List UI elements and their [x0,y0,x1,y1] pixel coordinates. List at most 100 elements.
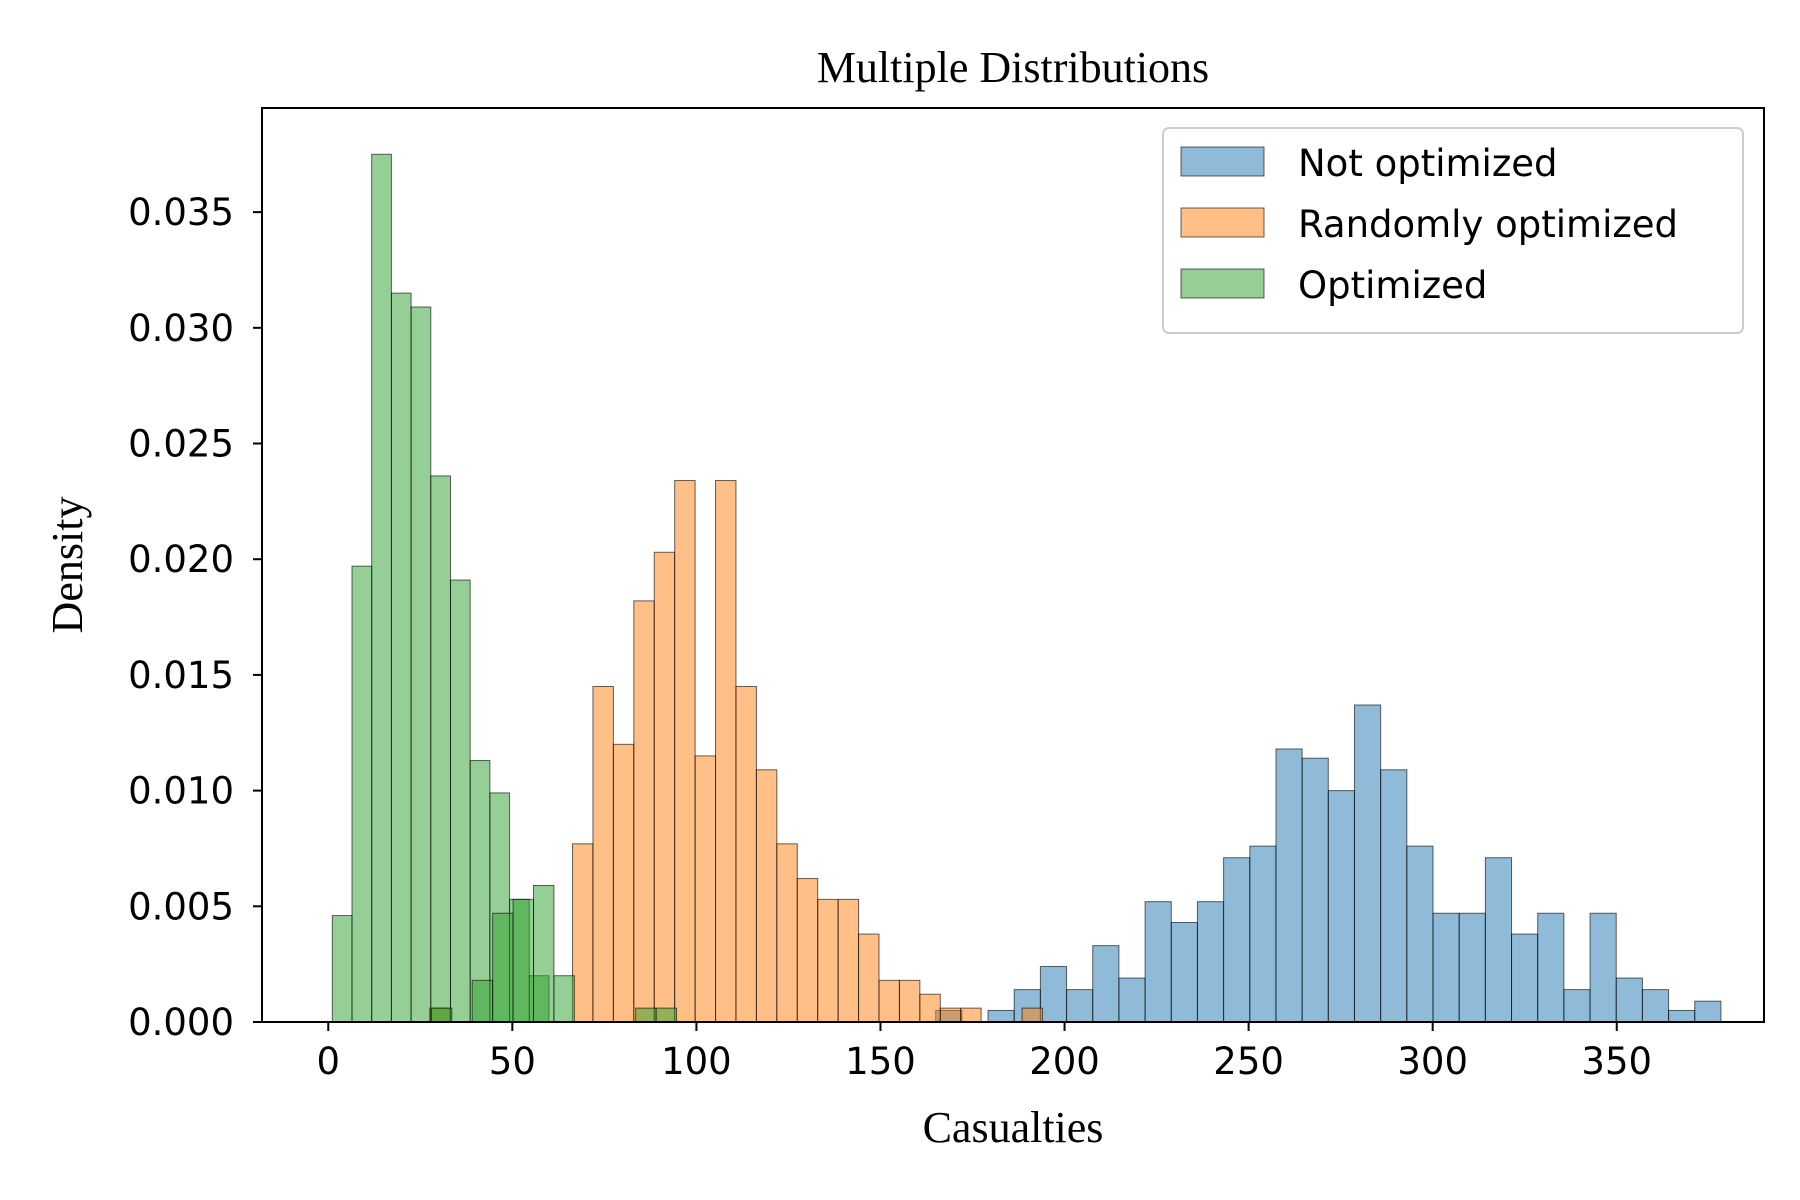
histogram-bar [960,1007,982,1023]
histogram-bar [430,475,451,1023]
histogram-bar [1170,922,1198,1023]
x-axis-label: Casualties [923,1103,1104,1152]
histogram-bar [1118,977,1146,1023]
histogram-bar [1484,857,1513,1023]
histogram-bar [674,480,696,1023]
histogram-bar [796,878,819,1023]
histogram-bar [1039,965,1068,1023]
histogram-bar [1275,748,1303,1023]
histogram-bar [939,1007,962,1023]
histogram-bar [837,898,860,1023]
histogram-bar [449,579,471,1023]
histogram-bar [776,843,798,1023]
y-tick-label: 0.010 [128,770,234,813]
histogram-bar [331,915,353,1023]
histogram-bar [1301,757,1329,1023]
histogram-bar [919,993,941,1023]
y-tick-label: 0.025 [128,423,234,466]
x-tick-label: 50 [489,1040,536,1083]
x-tick-label: 250 [1213,1040,1284,1083]
series-2-bars [331,153,550,1023]
legend-swatch [1180,207,1265,238]
histogram-bar [898,979,921,1023]
series-3-bars [430,884,678,1023]
histogram-bar [633,600,655,1023]
histogram-bar [572,843,594,1023]
legend: Not optimized Randomly optimized Optimized [1162,127,1744,334]
histogram-bar [987,1009,1015,1023]
legend-label: Randomly optimized [1298,203,1678,246]
histogram-bar [1432,912,1460,1023]
histogram-bar [1458,912,1486,1023]
histogram-bar [592,685,614,1023]
histogram-bar [655,1007,678,1023]
histogram-bar [1327,790,1355,1023]
histogram-bar [1196,901,1225,1023]
histogram-bar [1589,912,1617,1023]
bars-layer [331,153,1722,1023]
x-tick-label: 150 [845,1040,916,1083]
histogram-bar [1249,845,1277,1023]
legend-swatch [1180,146,1265,177]
histogram-bar [1380,769,1408,1023]
histogram-bar [1092,945,1120,1023]
y-tick-label: 0.030 [128,307,234,350]
histogram-bar [1406,845,1434,1023]
y-axis: 0.000 0.005 0.010 0.015 0.020 0.025 0.030 0.035 [128,191,262,1044]
histogram-bar [533,884,555,1023]
histogram-bar [635,1007,657,1023]
histogram-bar [492,912,514,1023]
series-0-bars [935,704,1722,1023]
histogram-bar [817,898,839,1023]
histogram-bar [694,755,717,1023]
x-tick-label: 100 [661,1040,732,1083]
histogram-bar [1668,1009,1696,1023]
x-tick-label: 200 [1029,1040,1100,1083]
y-tick-label: 0.035 [128,191,234,234]
y-tick-label: 0.020 [128,538,234,581]
legend-box [1162,127,1744,334]
x-tick-label: 0 [316,1040,340,1083]
histogram-bar [410,306,432,1023]
histogram-bar [1144,901,1172,1023]
histogram-bar [471,979,494,1023]
histogram-bar [653,551,676,1023]
y-tick-label: 0.005 [128,885,234,928]
chart-title: Multiple Distributions [817,43,1209,92]
histogram-bar [755,769,778,1023]
histogram-bar [735,685,757,1023]
histogram-bar [1511,933,1539,1023]
histogram-bar [1353,704,1382,1023]
histogram-bar [1641,989,1670,1023]
legend-swatch [1180,268,1265,299]
plot-frame [261,107,1765,1023]
legend-label: Optimized [1298,264,1487,307]
histogram-bar [1615,977,1643,1023]
histogram-bar [715,480,737,1023]
histogram-bar [878,979,900,1023]
histogram-bar [512,898,535,1023]
histogram-bar [430,1007,453,1023]
histogram-bar [1694,1000,1722,1023]
x-axis: 0 50 100 150 200 250 300 350 [316,1022,1652,1083]
histogram-bar [371,153,392,1023]
legend-label: Not optimized [1298,142,1558,185]
histogram-bar [858,933,880,1023]
histogram-bar [390,292,412,1023]
y-axis-label: Density [43,497,92,634]
histogram-bar [553,975,575,1023]
histogram-bar [1537,912,1565,1023]
histogram-bar [1223,857,1251,1023]
histogram-bar [1563,989,1591,1023]
y-tick-label: 0.015 [128,654,234,697]
histogram-bar [1066,989,1094,1023]
series-1-bars [429,480,1043,1023]
histogram-bar [1021,1007,1043,1023]
y-tick-label: 0.000 [128,1001,234,1044]
histogram-bar [351,565,373,1023]
x-tick-label: 300 [1397,1040,1468,1083]
histogram-bar [612,743,635,1023]
x-tick-label: 350 [1581,1040,1652,1083]
